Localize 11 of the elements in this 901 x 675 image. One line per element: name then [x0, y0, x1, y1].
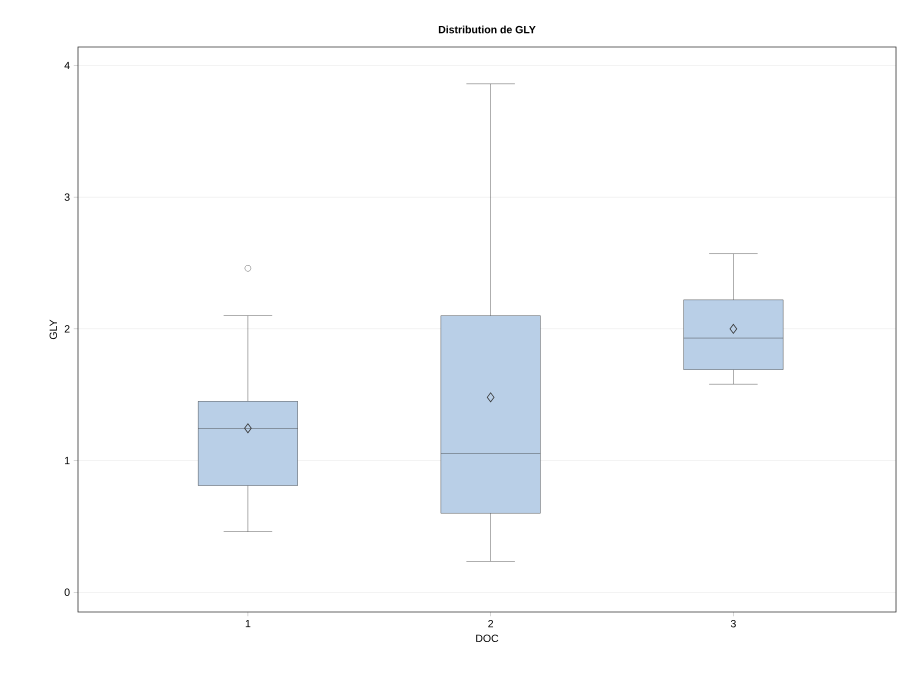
chart-title: Distribution de GLY [438, 26, 536, 34]
x-tick-label: 1 [246, 620, 250, 628]
y-tick-label: 0 [64, 588, 70, 596]
x-tick-label: 3 [730, 620, 736, 628]
x-axis-title: DOC [476, 634, 498, 642]
x-tick-label: 2 [488, 620, 494, 628]
y-tick-label: 2 [64, 325, 70, 332]
y-tick-label: 1 [65, 456, 70, 464]
y-axis-title: GLY [50, 320, 58, 340]
y-tick-label: 3 [64, 193, 70, 201]
y-tick-label: 4 [64, 62, 70, 70]
